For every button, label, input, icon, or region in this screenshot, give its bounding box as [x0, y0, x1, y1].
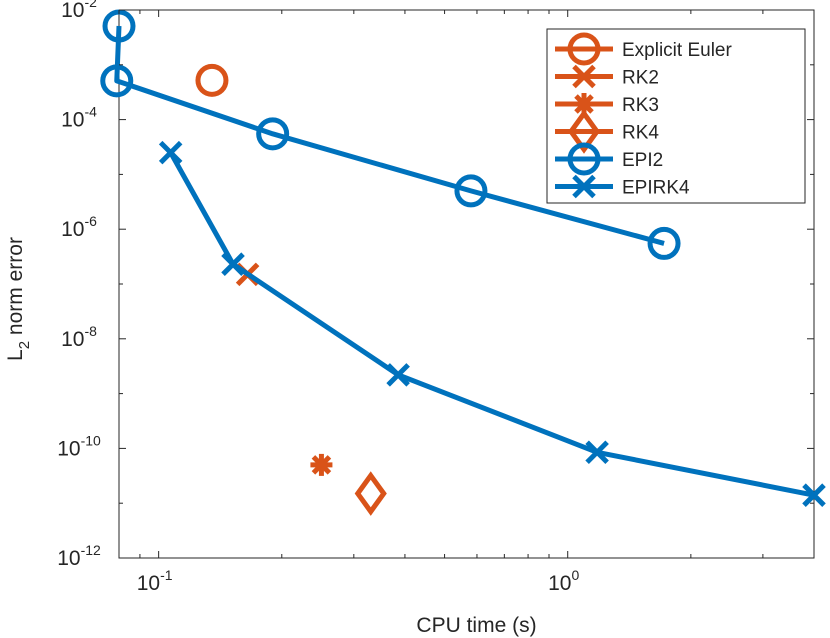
legend-entry-rk2: RK2 — [555, 64, 659, 89]
x-axis-label: CPU time (s) — [416, 614, 536, 637]
x-axis-ticks: 10-1 100 — [118, 10, 815, 595]
legend-entry-epi2: EPI2 — [555, 142, 663, 176]
series-layer — [100, 9, 826, 516]
y-tick-label-2: 10-6 — [61, 213, 97, 241]
point-rk3-0 — [310, 453, 333, 476]
y-axis-label: L2 norm error — [4, 237, 33, 361]
legend-label-epi2: EPI2 — [622, 150, 663, 171]
y-tick-label-4: 10-10 — [57, 432, 101, 460]
legend-marker-epirk4 — [572, 174, 596, 199]
point-epirk4-3 — [585, 440, 609, 465]
point-epirk4-1 — [221, 252, 245, 276]
x-tick-label-0: 10-1 — [137, 567, 173, 595]
legend-marker-explicit-euler — [567, 32, 601, 66]
legend-label-explicit-euler: Explicit Euler — [622, 40, 732, 61]
legend-marker-epi2 — [567, 142, 601, 176]
legend-entry-epirk4: EPIRK4 — [555, 174, 690, 199]
legend-label-rk4: RK4 — [622, 123, 659, 144]
point-epirk4-0 — [158, 140, 183, 165]
x-tick-label-1: 100 — [548, 567, 579, 595]
series-rk4 — [354, 471, 387, 516]
series-rk3 — [310, 453, 333, 476]
legend-label-epirk4: EPIRK4 — [622, 178, 690, 199]
y-tick-label-0: 10-2 — [61, 0, 97, 22]
y-axis-label-rest: norm error — [4, 237, 27, 341]
y-tick-label-5: 10-12 — [57, 542, 101, 570]
point-epi2-4 — [647, 226, 681, 260]
legend-entry-explicit-euler: Explicit Euler — [555, 32, 732, 66]
legend-marker-rk4 — [567, 109, 601, 154]
point-epirk4-4 — [802, 483, 826, 507]
series-explicit-euler — [195, 63, 229, 97]
y-axis-ticks: 10-2 10-4 10-6 10-8 10-10 10-12 — [57, 0, 814, 570]
point-epi2-2 — [256, 117, 290, 151]
legend: Explicit Euler RK2 RK3 RK4 EPI2 EPIRK4 — [546, 28, 806, 204]
point-epi2-1 — [100, 64, 134, 98]
legend-label-rk3: RK3 — [622, 95, 659, 116]
legend-marker-rk2 — [572, 64, 596, 89]
series-epi2 — [100, 9, 681, 260]
point-rk4-0 — [354, 471, 387, 516]
y-axis-label-subscript: 2 — [16, 341, 33, 349]
series-epirk4 — [158, 140, 826, 507]
series-line-epi2 — [114, 25, 665, 246]
point-explicit-euler-0 — [195, 63, 229, 97]
y-tick-label-1: 10-4 — [61, 104, 97, 132]
y-tick-label-3: 10-8 — [61, 323, 97, 351]
point-epi2-3 — [454, 174, 488, 208]
legend-label-rk2: RK2 — [622, 68, 659, 89]
series-line-epirk4 — [168, 151, 815, 498]
point-epirk4-2 — [386, 363, 410, 387]
y-axis-label-main: L — [4, 349, 27, 361]
legend-entry-rk4: RK4 — [555, 109, 659, 154]
